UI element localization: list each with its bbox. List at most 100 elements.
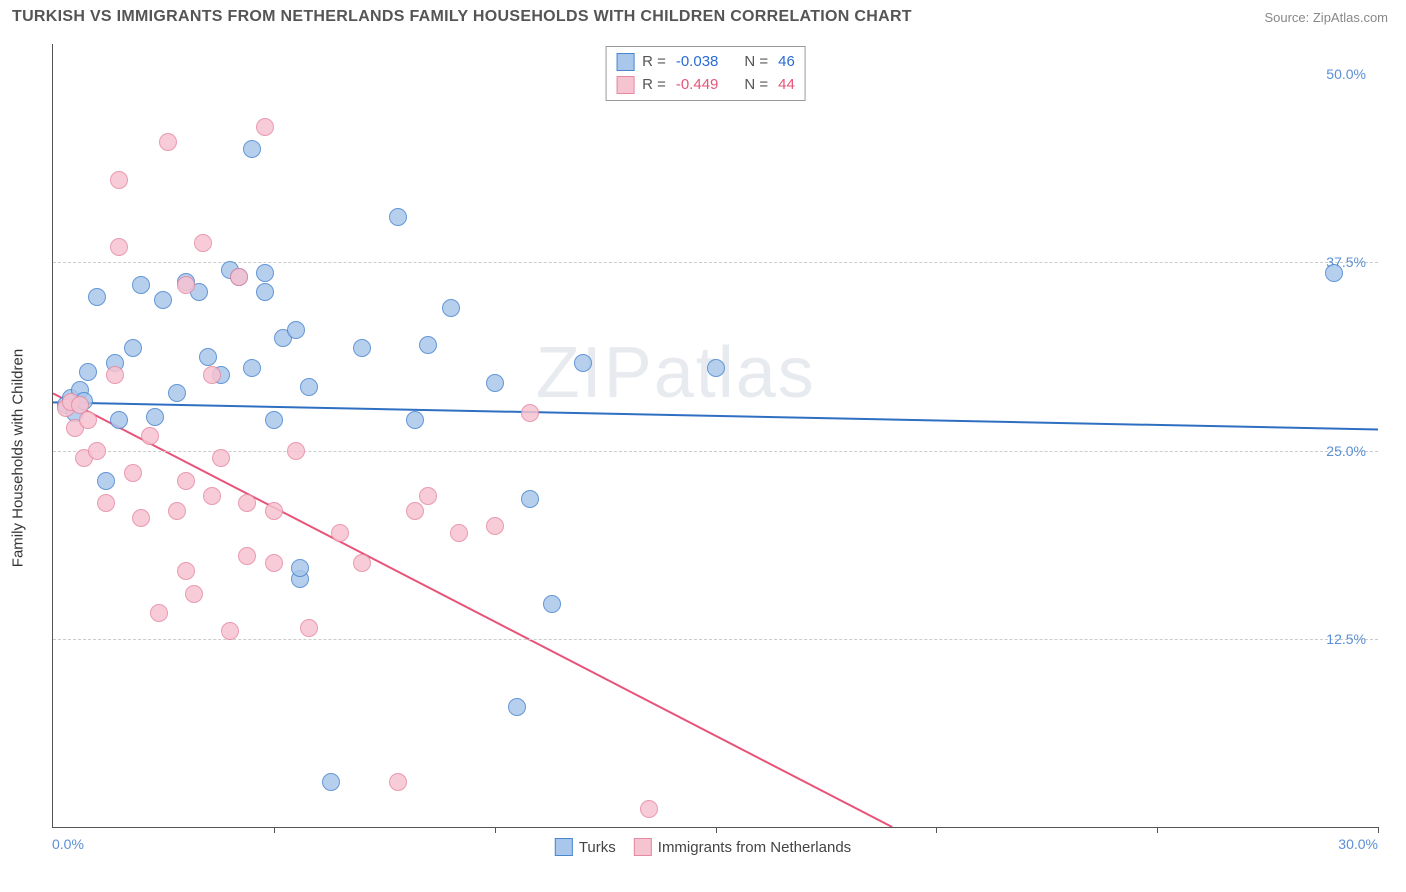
trend-line [53, 393, 892, 827]
data-point [203, 487, 221, 505]
legend-swatch [634, 838, 652, 856]
x-tick-mark [936, 827, 937, 833]
data-point [450, 524, 468, 542]
n-label: N = [744, 74, 768, 97]
data-point [300, 619, 318, 637]
data-point [508, 698, 526, 716]
data-point [203, 366, 221, 384]
x-axis-start-label: 0.0% [52, 836, 84, 852]
data-point [243, 359, 261, 377]
data-point [212, 449, 230, 467]
legend-swatch [616, 76, 634, 94]
gridline [53, 639, 1378, 640]
legend-swatch [555, 838, 573, 856]
x-tick-mark [495, 827, 496, 833]
legend-item: Turks [555, 838, 616, 856]
data-point [230, 268, 248, 286]
data-point [110, 171, 128, 189]
legend-series: Turks Immigrants from Netherlands [555, 838, 851, 856]
data-point [79, 363, 97, 381]
data-point [521, 490, 539, 508]
x-tick-mark [716, 827, 717, 833]
r-value: -0.449 [676, 74, 719, 97]
data-point [543, 595, 561, 613]
data-point [106, 366, 124, 384]
data-point [521, 404, 539, 422]
data-point [265, 502, 283, 520]
r-value: -0.038 [676, 51, 719, 74]
chart-header: TURKISH VS IMMIGRANTS FROM NETHERLANDS F… [0, 0, 1406, 30]
data-point [199, 348, 217, 366]
x-tick-mark [1378, 827, 1379, 833]
data-point [486, 517, 504, 535]
data-point [221, 622, 239, 640]
data-point [442, 299, 460, 317]
data-point [486, 374, 504, 392]
y-axis-label: Family Households with Children [10, 349, 27, 567]
data-point [194, 234, 212, 252]
data-point [331, 524, 349, 542]
y-tick-label: 12.5% [1326, 631, 1366, 647]
trend-lines-layer [53, 44, 1378, 827]
r-label: R = [642, 74, 666, 97]
data-point [168, 384, 186, 402]
legend-stats: R =-0.038N =46R =-0.449N =44 [605, 46, 806, 101]
data-point [238, 547, 256, 565]
data-point [243, 140, 261, 158]
legend-stat-row: R =-0.038N =46 [616, 51, 795, 74]
data-point [256, 283, 274, 301]
data-point [419, 487, 437, 505]
data-point [150, 604, 168, 622]
data-point [389, 208, 407, 226]
data-point [132, 509, 150, 527]
data-point [88, 288, 106, 306]
data-point [265, 411, 283, 429]
r-label: R = [642, 51, 666, 74]
x-axis-end-label: 30.0% [1338, 836, 1378, 852]
data-point [124, 464, 142, 482]
data-point [1325, 264, 1343, 282]
chart-title: TURKISH VS IMMIGRANTS FROM NETHERLANDS F… [12, 8, 912, 26]
data-point [110, 238, 128, 256]
legend-label: Turks [579, 839, 616, 856]
legend-label: Immigrants from Netherlands [658, 839, 851, 856]
legend-item: Immigrants from Netherlands [634, 838, 851, 856]
legend-swatch [616, 53, 634, 71]
data-point [146, 408, 164, 426]
data-point [419, 336, 437, 354]
trend-line [53, 402, 1378, 429]
data-point [177, 276, 195, 294]
data-point [256, 118, 274, 136]
data-point [97, 472, 115, 490]
data-point [322, 773, 340, 791]
watermark: ZIPatlas [536, 332, 816, 414]
n-label: N = [744, 51, 768, 74]
data-point [353, 554, 371, 572]
y-tick-label: 50.0% [1326, 66, 1366, 82]
chart-container: Family Households with Children ZIPatlas… [12, 36, 1394, 880]
data-point [238, 494, 256, 512]
data-point [88, 442, 106, 460]
n-value: 44 [778, 74, 795, 97]
data-point [707, 359, 725, 377]
data-point [291, 559, 309, 577]
data-point [141, 427, 159, 445]
data-point [159, 133, 177, 151]
data-point [97, 494, 115, 512]
gridline [53, 451, 1378, 452]
data-point [177, 472, 195, 490]
data-point [640, 800, 658, 818]
data-point [79, 411, 97, 429]
x-tick-mark [274, 827, 275, 833]
gridline [53, 262, 1378, 263]
data-point [406, 502, 424, 520]
plot-area: ZIPatlas R =-0.038N =46R =-0.449N =44 12… [52, 44, 1378, 828]
x-tick-mark [1157, 827, 1158, 833]
data-point [256, 264, 274, 282]
data-point [287, 321, 305, 339]
y-tick-label: 25.0% [1326, 443, 1366, 459]
data-point [406, 411, 424, 429]
data-point [389, 773, 407, 791]
data-point [154, 291, 172, 309]
chart-source: Source: ZipAtlas.com [1264, 10, 1388, 25]
